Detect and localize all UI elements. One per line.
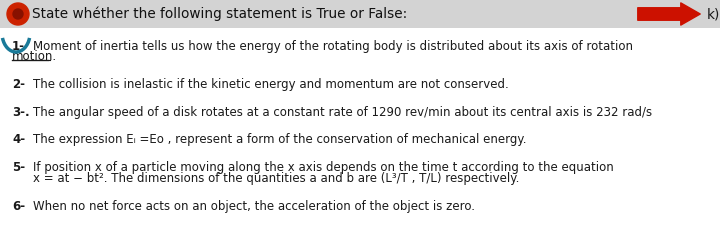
FancyArrowPatch shape (638, 3, 701, 25)
Bar (0, 0, 720, 28)
Text: 4-: 4- (12, 133, 25, 146)
Text: 3-.: 3-. (12, 106, 30, 119)
Text: The collision is inelastic if the kinetic energy and momentum are not conserved.: The collision is inelastic if the kineti… (33, 78, 509, 91)
Text: When no net force acts on an object, the acceleration of the object is zero.: When no net force acts on an object, the… (33, 200, 475, 213)
Bar (0, 28, 720, 241)
Text: 5-: 5- (12, 161, 25, 174)
Text: The angular speed of a disk rotates at a constant rate of 1290 rev/min about its: The angular speed of a disk rotates at a… (33, 106, 652, 119)
Circle shape (7, 3, 29, 25)
Text: 6-: 6- (12, 200, 25, 213)
Text: 2-: 2- (12, 78, 25, 91)
Circle shape (13, 9, 23, 19)
Text: motion.: motion. (12, 50, 57, 63)
Text: If position x of a particle moving along the x axis depends on the time t accord: If position x of a particle moving along… (33, 161, 613, 174)
Text: 1-: 1- (12, 40, 25, 53)
Text: k): k) (707, 7, 720, 21)
Text: State whéther the following statement is True or False:: State whéther the following statement is… (32, 7, 408, 21)
Text: x = at − bt². The dimensions of the quantities a and b are (L³/T , T/L) respecti: x = at − bt². The dimensions of the quan… (33, 172, 519, 185)
Text: Moment of inertia tells us how the energy of the rotating body is distributed ab: Moment of inertia tells us how the energ… (33, 40, 633, 53)
Text: The expression Eᵢ =Eᴏ , represent a form of the conservation of mechanical energ: The expression Eᵢ =Eᴏ , represent a form… (33, 133, 526, 146)
